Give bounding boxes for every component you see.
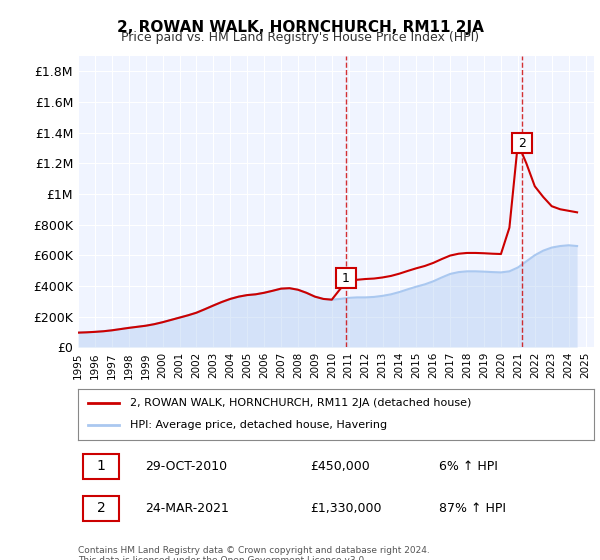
FancyBboxPatch shape xyxy=(83,496,119,521)
Text: 29-OCT-2010: 29-OCT-2010 xyxy=(145,460,227,473)
Text: Contains HM Land Registry data © Crown copyright and database right 2024.
This d: Contains HM Land Registry data © Crown c… xyxy=(78,546,430,560)
Text: 2, ROWAN WALK, HORNCHURCH, RM11 2JA: 2, ROWAN WALK, HORNCHURCH, RM11 2JA xyxy=(116,20,484,35)
Text: 2: 2 xyxy=(518,137,526,150)
Text: £450,000: £450,000 xyxy=(310,460,370,473)
Text: 87% ↑ HPI: 87% ↑ HPI xyxy=(439,502,506,515)
Text: 1: 1 xyxy=(97,459,106,473)
Text: 2, ROWAN WALK, HORNCHURCH, RM11 2JA (detached house): 2, ROWAN WALK, HORNCHURCH, RM11 2JA (det… xyxy=(130,398,471,408)
Text: 6% ↑ HPI: 6% ↑ HPI xyxy=(439,460,498,473)
Text: 24-MAR-2021: 24-MAR-2021 xyxy=(145,502,229,515)
Text: £1,330,000: £1,330,000 xyxy=(310,502,382,515)
Text: 2: 2 xyxy=(97,501,106,515)
Text: 1: 1 xyxy=(342,272,350,284)
Text: HPI: Average price, detached house, Havering: HPI: Average price, detached house, Have… xyxy=(130,421,387,431)
FancyBboxPatch shape xyxy=(83,454,119,479)
Text: Price paid vs. HM Land Registry's House Price Index (HPI): Price paid vs. HM Land Registry's House … xyxy=(121,31,479,44)
